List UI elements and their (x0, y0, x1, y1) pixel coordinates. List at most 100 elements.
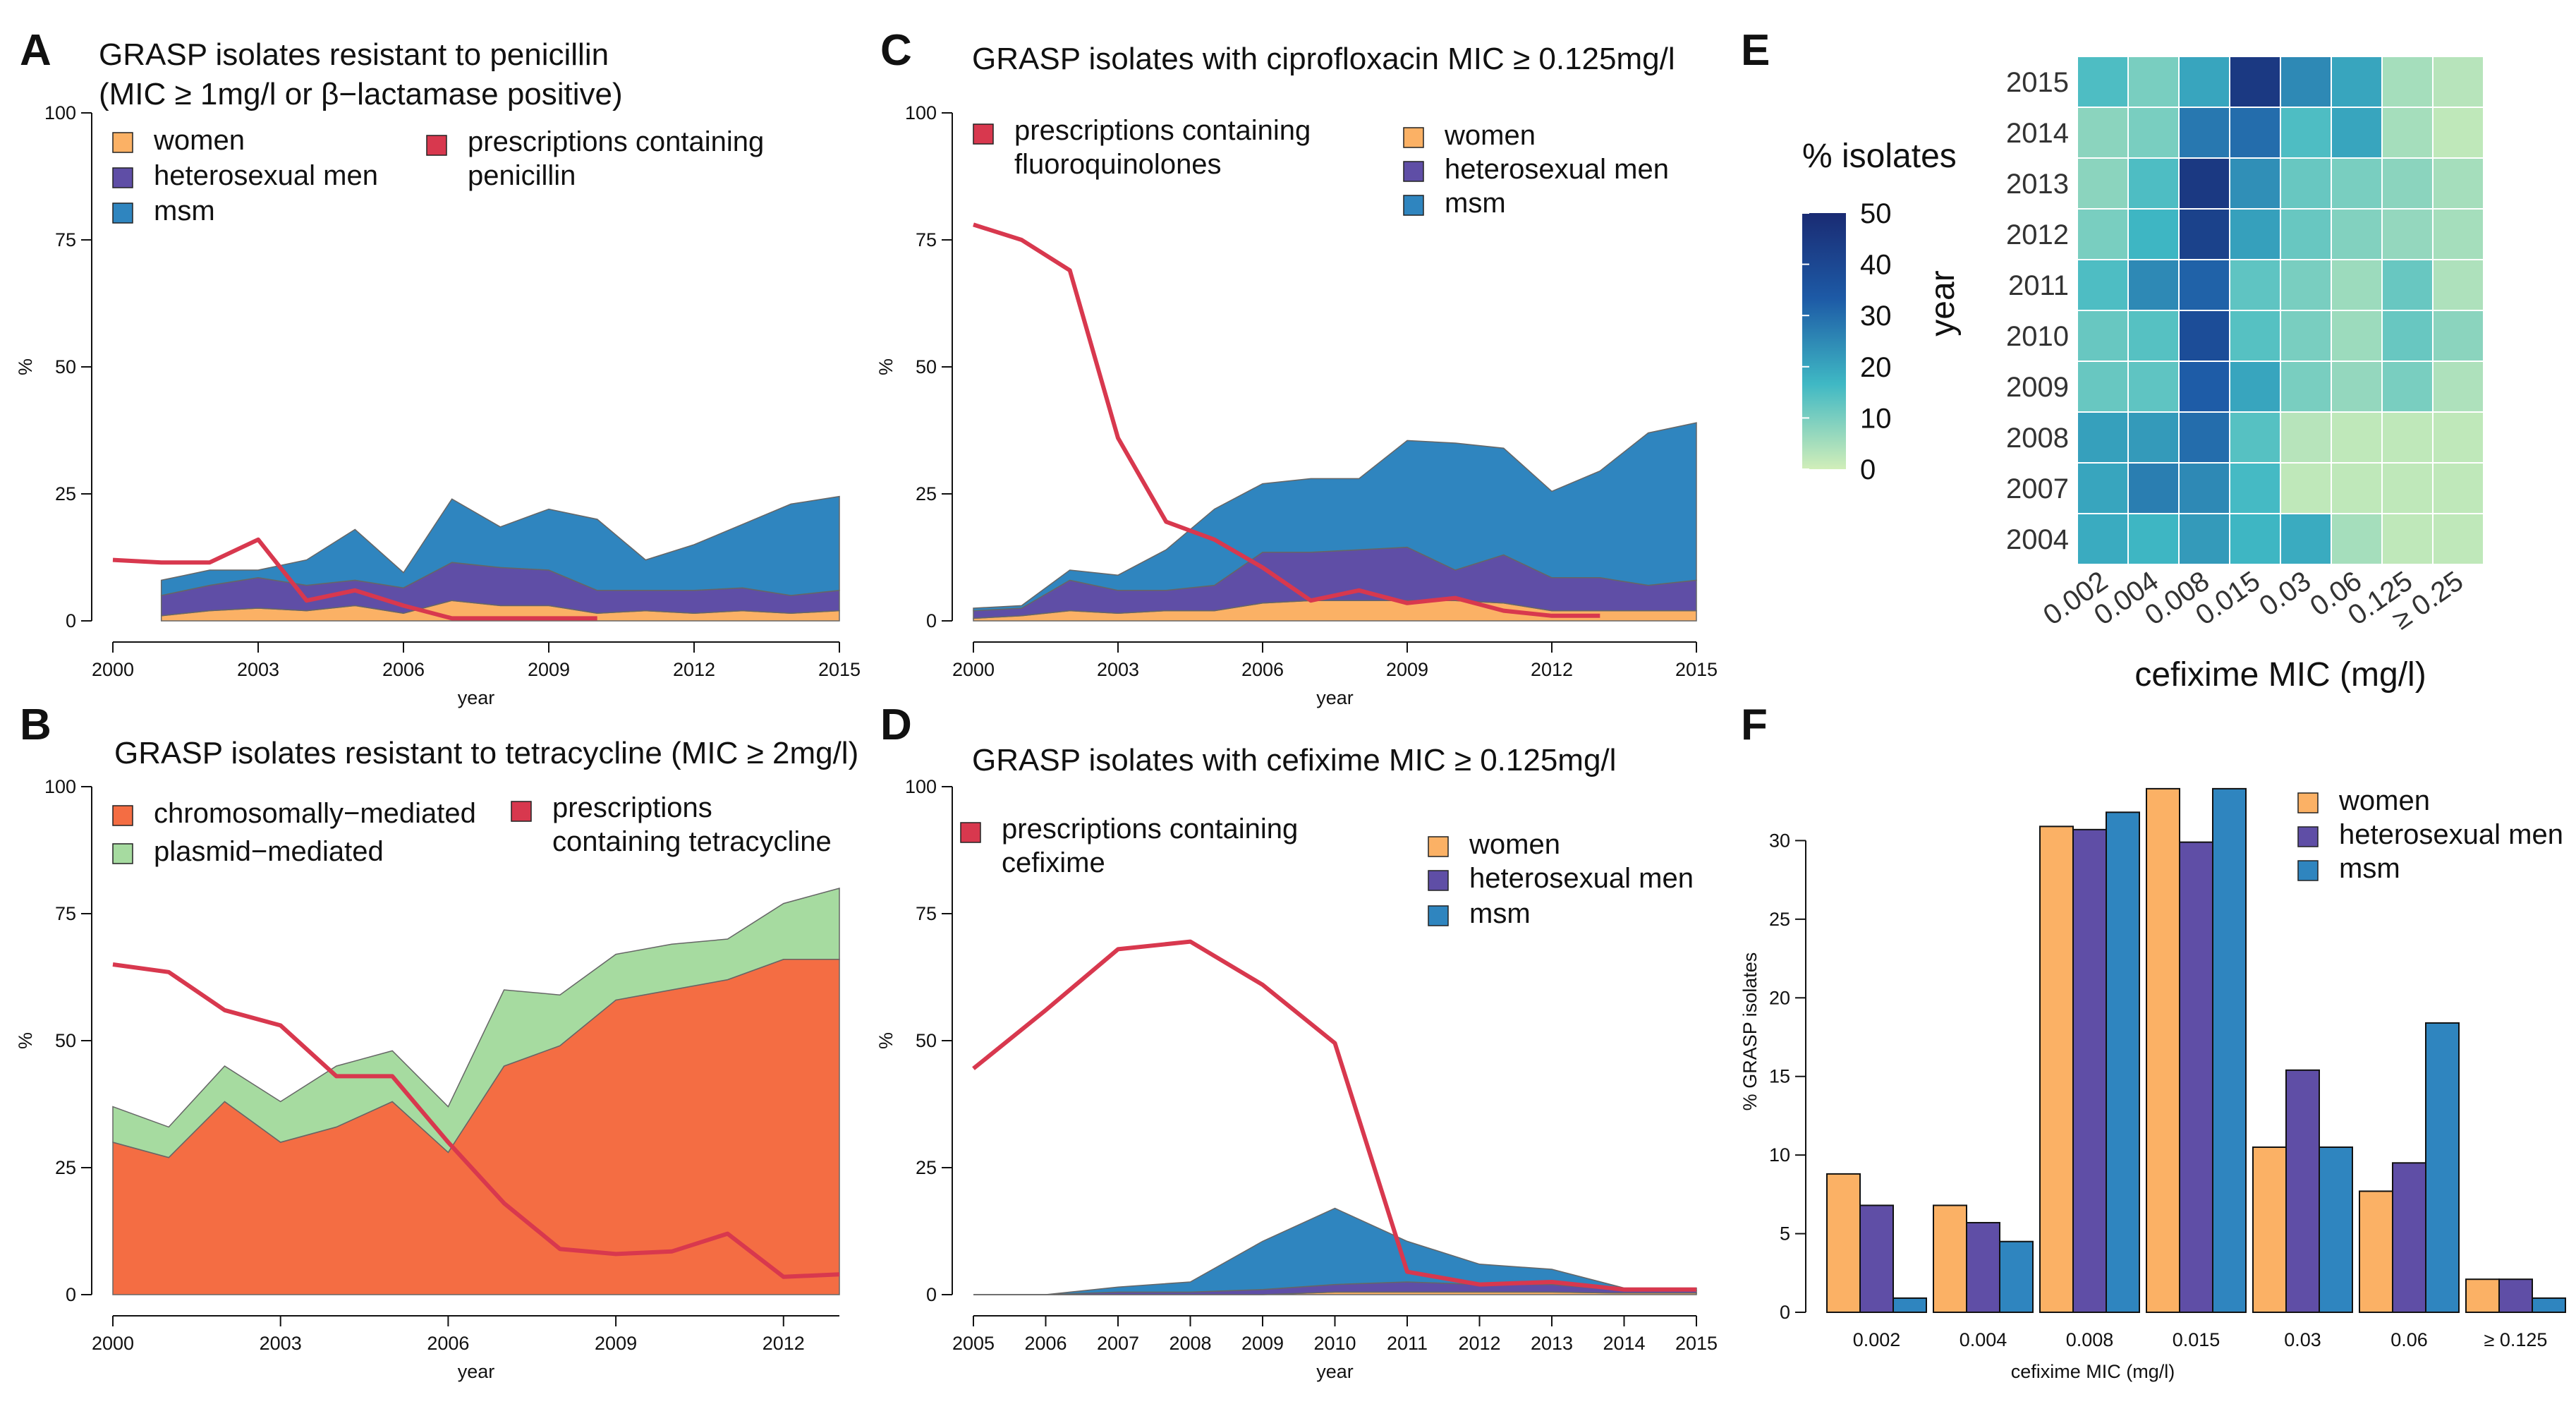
bar-hetero (2179, 841, 2213, 1313)
x-tick-label: 2014 (1603, 1333, 1645, 1354)
bar-msm (1999, 1240, 2034, 1313)
heatmap-cell (2077, 208, 2129, 260)
legend-label-prescription-line1: prescriptions containing (468, 126, 764, 157)
legend-swatch-hetero (1403, 161, 1424, 182)
heatmap-cell (2077, 56, 2129, 108)
x-tick-label: 2012 (1458, 1333, 1500, 1354)
heatmap-cell (2127, 361, 2180, 413)
chart-title: GRASP isolates with cefixime MIC ≥ 0.125… (972, 743, 1616, 777)
bar-women (2465, 1278, 2500, 1313)
bar-msm (2319, 1146, 2353, 1313)
legend-swatch-hetero (1428, 870, 1449, 891)
y-tick-label: 2011 (2008, 270, 2069, 301)
y-axis-title: % (15, 1032, 36, 1049)
y-tick-label: 25 (916, 483, 937, 504)
legend: prescriptions containingfluoroquinolones… (973, 115, 1669, 219)
bars (1826, 787, 2566, 1314)
heatmap-cell (2432, 157, 2484, 210)
legend-label-women: women (2338, 785, 2430, 816)
heatmap-cell (2127, 310, 2180, 362)
legend-swatch-msm (1428, 905, 1449, 926)
legend-swatch-prescription (511, 801, 532, 822)
chart-title: GRASP isolates resistant to penicillin (99, 37, 609, 72)
y-tick-label: 50 (916, 356, 937, 377)
heatmap-cell (2229, 310, 2281, 362)
y-axis-title: year (1924, 270, 1962, 336)
x-axis-title: year (1316, 687, 1354, 708)
x-tick-label: 2003 (260, 1333, 302, 1354)
panel-f: F 0.002 0.004 0.008 0.015 0.03 0.06 ≥ 0.125 0 5 10… (1739, 701, 2566, 1382)
x-tick-label: 0.03 (2254, 565, 2316, 622)
x-tick-label: 2015 (1675, 659, 1718, 680)
legend-label-prescription-line1: prescriptions (552, 792, 712, 823)
bar-women (2359, 1190, 2393, 1314)
heatmap-cell (2280, 361, 2332, 413)
heatmap-cell (2077, 259, 2129, 311)
heatmap-cell (2178, 462, 2230, 514)
heatmap-cell (2178, 259, 2230, 311)
area-series-msm (160, 495, 840, 596)
legend-swatch-women (1428, 836, 1449, 857)
heatmap-cell (2178, 208, 2230, 260)
legend-swatch-msm (1403, 195, 1424, 216)
y-axis-title: % (875, 358, 897, 375)
y-tick-label: 2014 (2006, 118, 2069, 149)
y-tick-label: 2015 (2006, 67, 2069, 98)
heatmap-cell (2331, 259, 2383, 311)
x-tick-label: 2011 (1387, 1333, 1428, 1354)
heatmap-cell (2280, 259, 2332, 311)
colorbar-title: % isolates (1802, 138, 1957, 175)
bar-msm (2106, 811, 2140, 1314)
heatmap-cell (2280, 411, 2332, 464)
x-tick-label: 2000 (92, 659, 134, 680)
heatmap-cell (2331, 513, 2383, 565)
heatmap-cell (2381, 361, 2434, 413)
area-series-msm (973, 422, 1697, 612)
y-tick-label: 2010 (2006, 321, 2069, 352)
x-tick-label: 2003 (1097, 659, 1139, 680)
x-tick-label: 2012 (673, 659, 715, 680)
panel-c: C GRASP isolates with ciprofloxacin MIC ≥… (875, 26, 1718, 708)
y-tick-label: 0 (66, 610, 76, 631)
x-tick-label: 2015 (818, 659, 861, 680)
heatmap-cell (2077, 107, 2129, 159)
x-tick-label: 0.06 (2390, 1329, 2428, 1350)
legend-swatch-women (1403, 127, 1424, 148)
heatmap-cell (2432, 513, 2484, 565)
x-tick-label: 2000 (92, 1333, 134, 1354)
legend-swatch-hetero (112, 167, 133, 188)
panel-label: A (20, 26, 51, 75)
heatmap-cell (2381, 513, 2434, 565)
y-tick-label: 2008 (2006, 423, 2069, 454)
legend-swatch-msm (112, 202, 133, 224)
heatmap-cell (2178, 157, 2230, 210)
bar-msm (2532, 1297, 2566, 1314)
prescription-line (112, 962, 840, 1279)
y-tick-label: 2012 (2006, 219, 2069, 250)
colorbar-tick-label: 30 (1860, 301, 1892, 332)
axes: 2000 2003 2006 2009 2012 2015 0 25 50 75 100 year% (15, 102, 861, 708)
heatmap-cell (2432, 310, 2484, 362)
heatmap-cell (2229, 513, 2281, 565)
legend-label-women: women (153, 125, 245, 156)
area-series-plasmid (112, 888, 840, 1158)
y-tick-label: 25 (55, 1157, 76, 1178)
heatmap-cell (2077, 157, 2129, 210)
y-tick-label: 50 (916, 1030, 937, 1051)
heatmap-cell (2432, 208, 2484, 260)
chart-title-line2: (MIC ≥ 1mg/l or β−lactamase positive) (99, 77, 623, 111)
heatmap-cell (2280, 208, 2332, 260)
heatmap-cell (2331, 56, 2383, 108)
heatmap-cell (2127, 513, 2180, 565)
x-tick-label: 2009 (1241, 1333, 1284, 1354)
y-axis-title: % (875, 1032, 897, 1049)
legend-label-hetero: heterosexual men (2339, 819, 2563, 850)
bar-hetero (2392, 1162, 2426, 1314)
bar-women (1933, 1204, 1967, 1314)
heatmap-cell (2077, 411, 2129, 464)
colorbar-tick-label: 0 (1860, 454, 1876, 485)
y-tick-label: 75 (55, 903, 76, 924)
legend-swatch-msm (2297, 860, 2319, 881)
legend: women heterosexual men msm prescriptions co… (112, 125, 764, 226)
